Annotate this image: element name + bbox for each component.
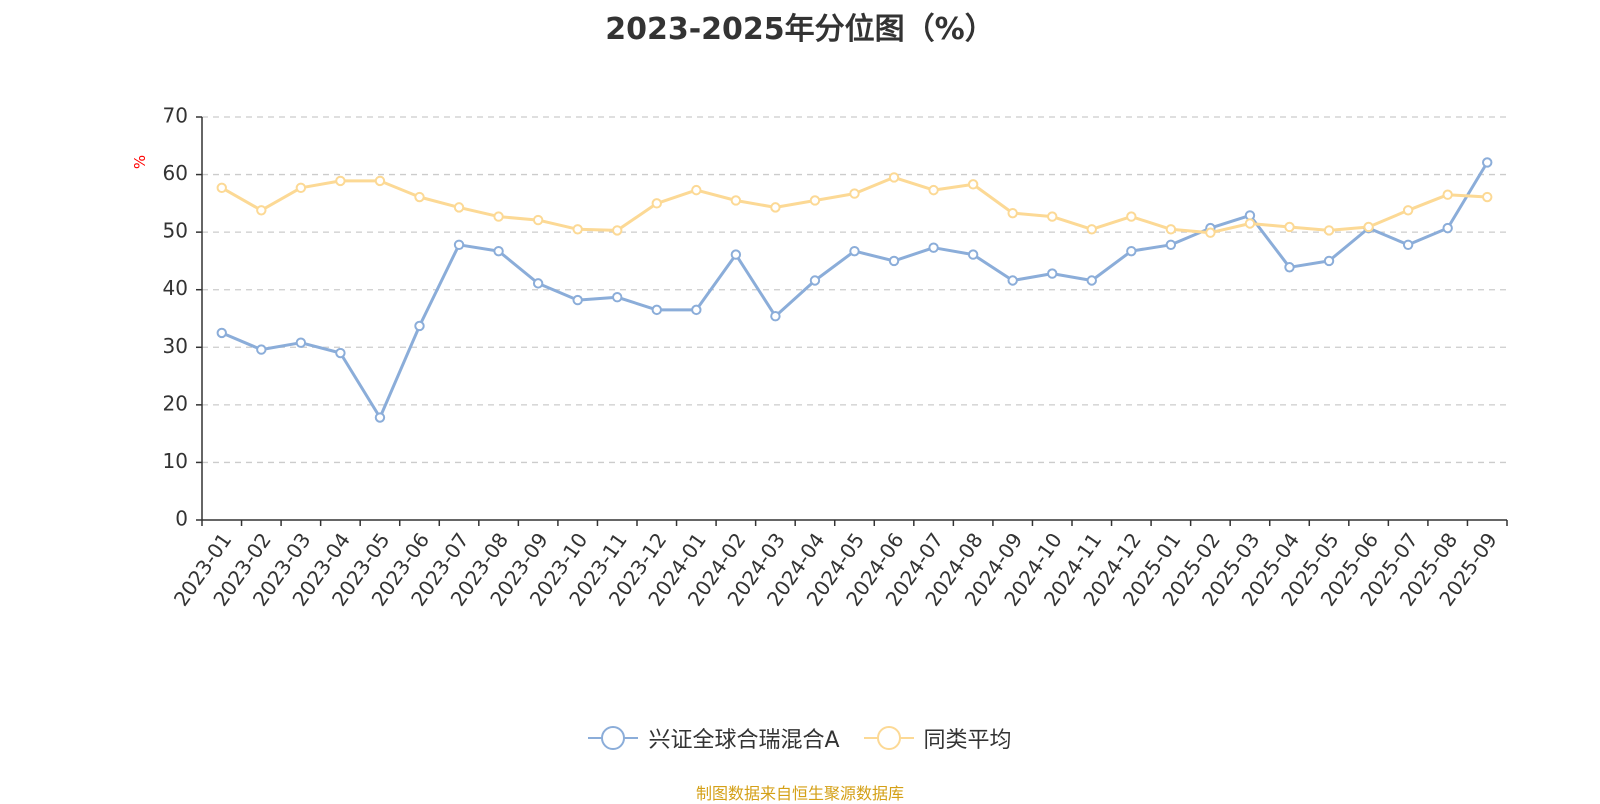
data-point-series-2 (967, 179, 979, 190)
data-point-series-2 (1007, 207, 1018, 219)
data-point-series-2 (612, 225, 623, 236)
data-point-series-1 (1126, 245, 1137, 257)
data-point-series-2 (691, 184, 702, 196)
data-point-series-2 (572, 224, 583, 235)
data-point-series-1 (572, 294, 583, 306)
data-point-series-2 (1482, 191, 1493, 203)
data-point-series-1 (730, 249, 742, 260)
data-point-series-1 (453, 239, 465, 251)
data-point-series-2 (335, 175, 346, 187)
data-point-series-2 (532, 214, 544, 226)
data-point-series-1 (256, 344, 267, 355)
data-point-series-2 (453, 202, 465, 213)
data-point-series-2 (1165, 224, 1177, 235)
data-point-series-2 (493, 211, 504, 222)
legend-label-series-2: 同类平均 (923, 728, 1012, 753)
legend-item-series-1[interactable]: 兴证全球合瑞混合A (588, 722, 840, 754)
data-point-series-1 (414, 320, 425, 332)
y-tick-label: 70 (163, 104, 188, 128)
y-axis-unit: % (131, 155, 149, 169)
series-line-2 (220, 175, 1489, 235)
data-point-series-2 (1402, 205, 1414, 216)
line-chart: 010203040506070%2023-012023-022023-03202… (131, 104, 1508, 610)
data-point-series-2 (928, 184, 939, 196)
data-point-series-1 (928, 242, 939, 253)
data-point-series-1 (295, 337, 307, 348)
data-point-series-2 (256, 205, 267, 216)
data-point-series-1 (770, 310, 781, 322)
y-tick-label: 30 (163, 334, 188, 358)
data-point-series-2 (414, 191, 425, 203)
data-point-series-2 (216, 182, 227, 194)
legend-marker-series-2 (863, 725, 914, 751)
data-point-series-2 (1363, 221, 1374, 233)
data-point-series-1 (1323, 255, 1335, 267)
source-note: 制图数据来自恒生聚源数据库 (695, 784, 904, 803)
data-point-series-1 (374, 412, 386, 423)
data-point-series-2 (888, 172, 900, 183)
y-tick-label: 50 (163, 219, 188, 243)
data-point-series-2 (1284, 221, 1295, 233)
legend: 兴证全球合瑞混合A 同类平均 (0, 722, 1600, 754)
data-point-series-1 (1165, 239, 1177, 251)
data-point-series-1 (1284, 262, 1295, 273)
grid-lines (202, 116, 1507, 464)
legend-item-series-2[interactable]: 同类平均 (863, 722, 1012, 754)
data-point-series-2 (295, 182, 307, 194)
data-point-series-1 (1442, 222, 1453, 234)
data-point-series-2 (1126, 211, 1137, 222)
data-point-series-1 (888, 255, 900, 267)
data-point-series-2 (1323, 225, 1335, 236)
data-point-series-1 (1047, 268, 1058, 279)
data-point-series-1 (612, 291, 623, 303)
data-point-series-1 (493, 245, 504, 257)
data-point-series-2 (770, 202, 781, 213)
data-point-series-1 (849, 245, 860, 257)
data-point-series-2 (651, 198, 662, 209)
data-point-series-1 (1007, 275, 1018, 286)
data-point-series-1 (216, 327, 227, 339)
y-tick-label: 40 (163, 276, 188, 300)
data-point-series-2 (374, 175, 386, 187)
data-point-series-2 (730, 195, 742, 206)
y-tick-label: 10 (163, 449, 188, 473)
y-tick-label: 0 (175, 507, 188, 531)
data-point-series-1 (1402, 239, 1414, 251)
data-point-series-1 (691, 304, 702, 316)
data-point-series-2 (1086, 224, 1097, 235)
data-point-series-1 (335, 347, 346, 359)
data-point-series-2 (849, 188, 860, 199)
data-point-series-2 (1205, 227, 1216, 238)
data-point-series-2 (1442, 189, 1453, 200)
y-tick-label: 60 (163, 161, 188, 185)
data-point-series-2 (809, 195, 821, 206)
data-point-series-1 (1086, 275, 1097, 286)
data-point-series-1 (967, 249, 979, 260)
chart-title: 2023-2025年分位图（%） (605, 12, 995, 47)
data-point-series-1 (809, 275, 821, 286)
data-point-series-2 (1244, 218, 1256, 229)
legend-label-series-1: 兴证全球合瑞混合A (648, 728, 840, 753)
legend-marker-series-1 (588, 725, 639, 751)
data-point-series-1 (651, 304, 662, 316)
data-point-series-2 (1047, 211, 1058, 222)
data-points (216, 157, 1493, 423)
data-point-series-1 (1482, 157, 1493, 168)
y-tick-label: 20 (163, 391, 188, 415)
data-point-series-1 (532, 278, 544, 289)
